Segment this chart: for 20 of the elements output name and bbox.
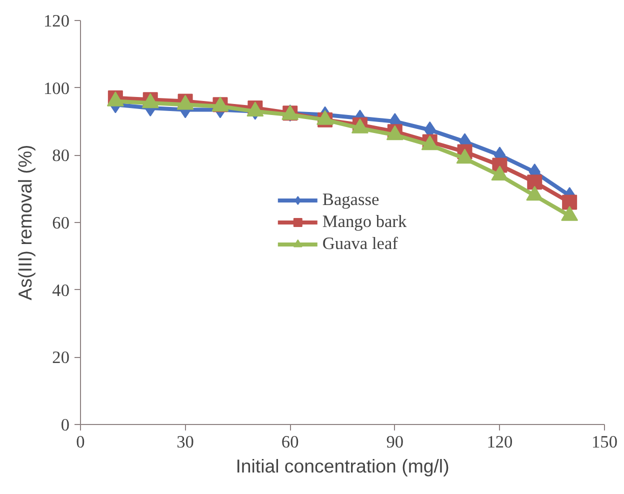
y-tick-label: 80 [52,146,70,166]
y-tick-label: 20 [52,348,70,368]
x-tick-label: 0 [76,432,85,452]
y-tick-label: 100 [44,78,70,98]
x-tick-label: 90 [386,432,404,452]
point [527,174,542,190]
legend-label: Bagasse [322,190,380,210]
y-axis-title: As(III) removal (%) [14,144,36,300]
x-tick-label: 150 [592,432,618,452]
x-axis-title: Initial concentration (mg/l) [236,456,450,476]
point [562,194,578,210]
legend-label: Mango bark [322,212,407,232]
x-tick-label: 30 [176,432,194,452]
y-tick-label: 60 [52,214,70,232]
y-tick-label: 120 [44,12,70,30]
x-tick-label: 60 [281,432,299,452]
legend-label: Guava leaf [322,234,398,254]
y-tick-label: 40 [52,280,70,300]
y-tick-label: 0 [60,416,70,434]
x-tick-label: 120 [486,432,513,452]
